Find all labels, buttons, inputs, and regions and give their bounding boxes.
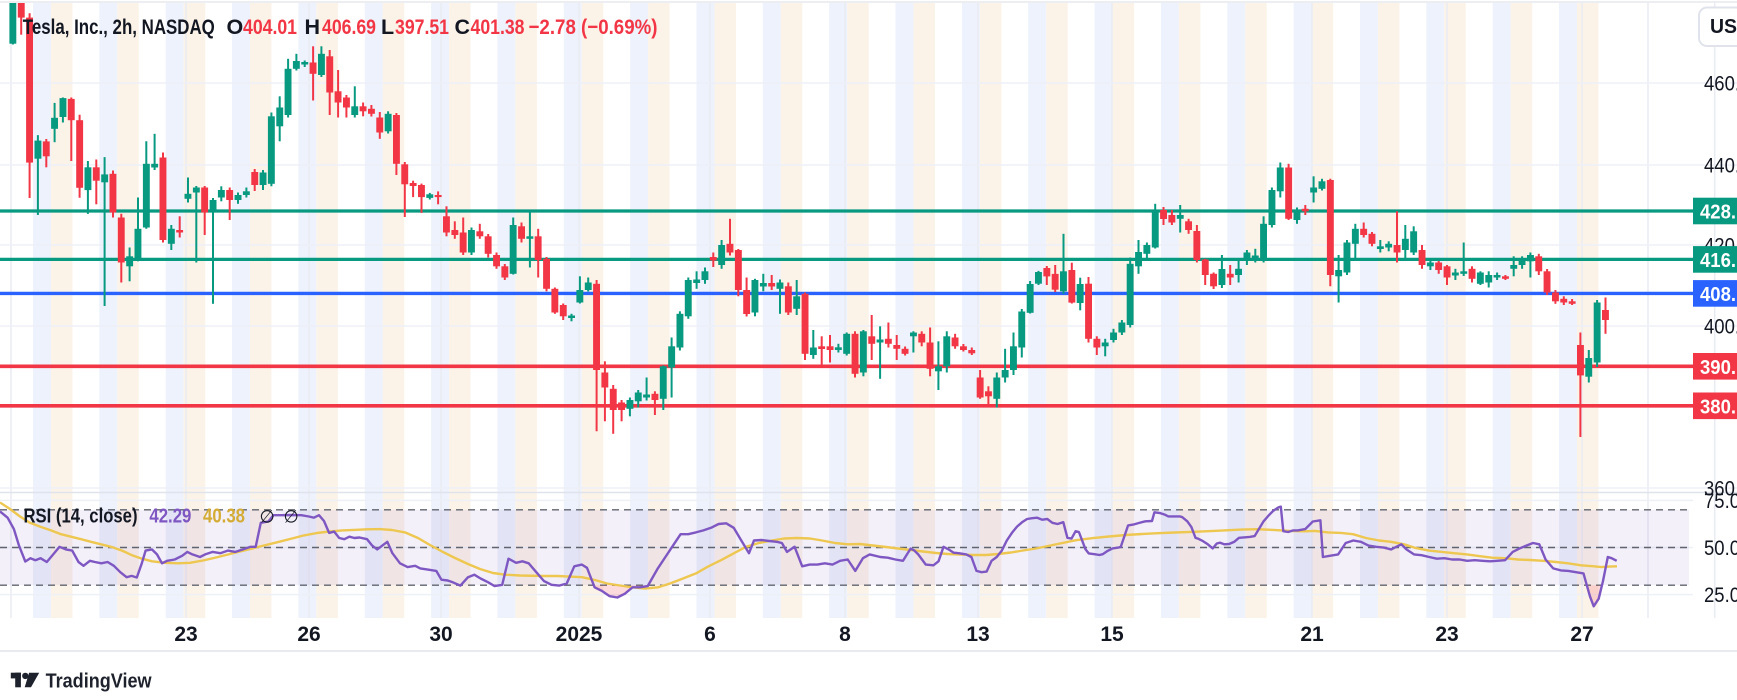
svg-text:C: C xyxy=(455,15,471,39)
svg-text:15: 15 xyxy=(1100,623,1124,646)
svg-text:H: H xyxy=(305,15,321,39)
svg-text:440.: 440. xyxy=(1704,155,1737,178)
svg-text:23: 23 xyxy=(1435,623,1458,646)
svg-text:USD: USD xyxy=(1710,15,1737,38)
svg-text:8: 8 xyxy=(839,623,851,646)
svg-text:RSI (14, close): RSI (14, close) xyxy=(24,506,138,528)
svg-text:L: L xyxy=(381,15,394,39)
svg-text:−2.78 (−0.69%): −2.78 (−0.69%) xyxy=(529,15,658,39)
svg-text:75.0: 75.0 xyxy=(1704,490,1737,513)
svg-text:406.69: 406.69 xyxy=(322,15,376,39)
svg-text:404.01: 404.01 xyxy=(243,15,297,39)
svg-text:∅: ∅ xyxy=(260,507,275,527)
svg-text:21: 21 xyxy=(1300,623,1324,646)
svg-text:390.: 390. xyxy=(1700,356,1736,379)
svg-text:Tesla, Inc., 2h, NASDAQ: Tesla, Inc., 2h, NASDAQ xyxy=(23,15,215,39)
svg-text:O: O xyxy=(227,15,244,39)
svg-text:380.: 380. xyxy=(1700,395,1736,418)
svg-text:∅: ∅ xyxy=(284,507,299,527)
svg-text:TradingView: TradingView xyxy=(46,670,152,693)
svg-text:40.38: 40.38 xyxy=(203,506,245,528)
svg-text:360.: 360. xyxy=(1704,478,1737,501)
svg-text:50.0: 50.0 xyxy=(1704,537,1737,560)
svg-text:460.: 460. xyxy=(1704,73,1737,96)
svg-text:23: 23 xyxy=(174,623,197,646)
svg-text:401.38: 401.38 xyxy=(471,15,525,39)
svg-text:416.: 416. xyxy=(1700,249,1736,272)
svg-text:13: 13 xyxy=(966,623,989,646)
svg-text:30: 30 xyxy=(429,623,452,646)
svg-text:26: 26 xyxy=(297,623,320,646)
svg-text:397.51: 397.51 xyxy=(395,15,449,39)
svg-text:400.: 400. xyxy=(1704,316,1737,339)
svg-text:25.0: 25.0 xyxy=(1704,584,1737,607)
svg-text:428.: 428. xyxy=(1700,201,1736,224)
svg-text:27: 27 xyxy=(1570,623,1593,646)
svg-text:42.29: 42.29 xyxy=(149,506,191,528)
svg-text:6: 6 xyxy=(704,623,716,646)
svg-text:408.: 408. xyxy=(1700,283,1736,306)
svg-text:2025: 2025 xyxy=(556,623,603,646)
